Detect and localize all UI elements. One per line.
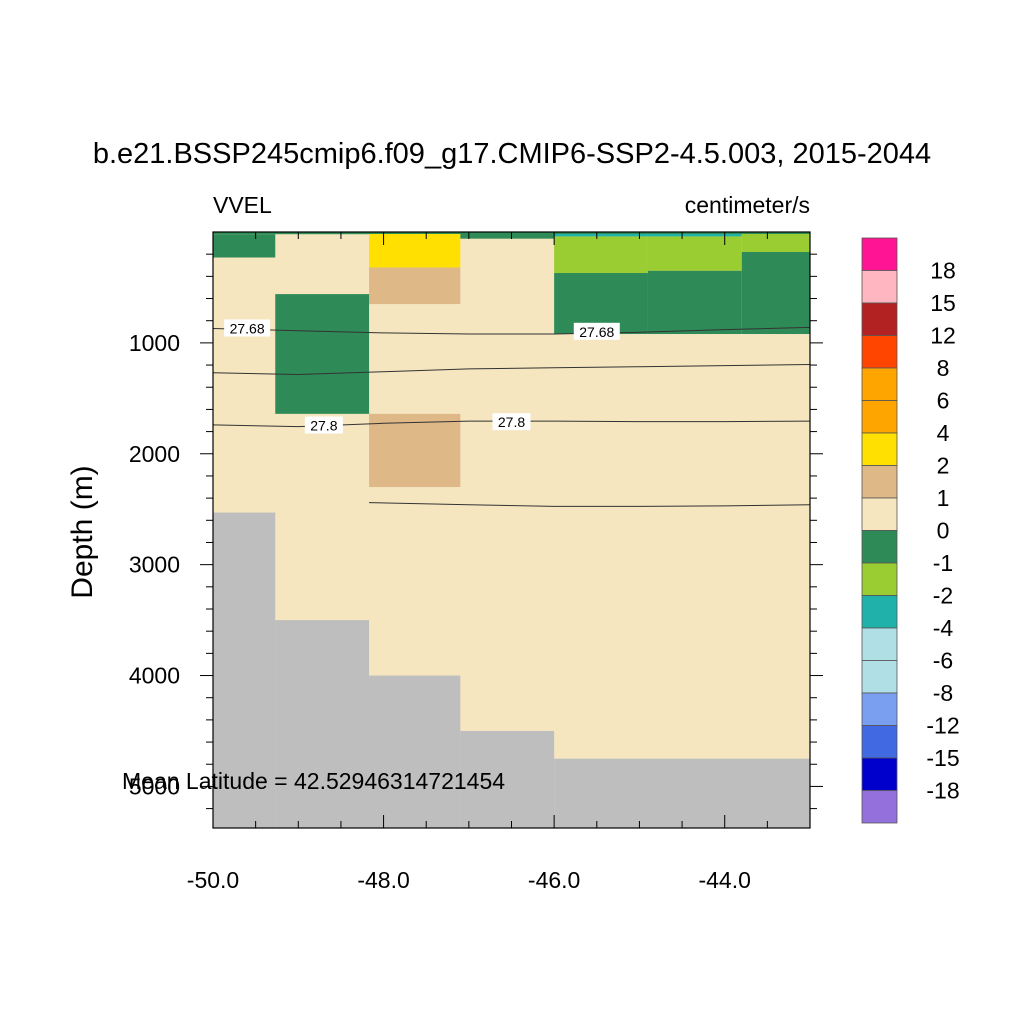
x-tick-label: -44.0 — [698, 867, 750, 893]
colorbar-swatch — [861, 432, 898, 466]
colorbar-swatch — [861, 497, 898, 531]
colorbar-label: 4 — [937, 420, 950, 446]
colorbar-label: -1 — [933, 550, 953, 576]
colorbar-swatch — [861, 757, 898, 791]
chart-title: b.e21.BSSP245cmip6.f09_g17.CMIP6-SSP2-4.… — [93, 138, 931, 170]
colorbar-label: 6 — [937, 388, 950, 414]
contour-label-box — [492, 413, 531, 431]
colorbar-label: 18 — [930, 258, 956, 284]
colorbar-label: -8 — [933, 680, 953, 706]
x-tick-label: -48.0 — [357, 867, 409, 893]
colorbar-label: 0 — [937, 518, 950, 544]
x-tick-label: -50.0 — [187, 867, 239, 893]
contour-label-box — [304, 416, 343, 434]
land-mask — [369, 675, 461, 828]
contour-label-box — [224, 319, 271, 337]
colorbar-swatch — [861, 237, 898, 271]
velocity-cell — [647, 270, 742, 335]
land-mask — [275, 620, 370, 828]
colorbar-label: 12 — [930, 323, 956, 349]
y-tick-label: 4000 — [129, 663, 180, 689]
contour-label-box — [573, 322, 620, 340]
land-mask — [213, 512, 276, 828]
colorbar-label: -6 — [933, 648, 953, 674]
velocity-cell — [460, 232, 555, 239]
colorbar-swatch — [861, 270, 898, 304]
y-tick-label: 1000 — [129, 330, 180, 356]
velocity-cell — [741, 232, 810, 252]
colorbar-swatch — [861, 595, 898, 629]
variable-label: VVEL — [213, 192, 272, 218]
contour-label: 27.8 — [310, 417, 337, 433]
velocity-cell — [741, 251, 810, 335]
plot-area: 27.68 27.68 27.8 27.8 — [212, 231, 811, 829]
colorbar-label: -4 — [933, 615, 954, 641]
colorbar-label: -2 — [933, 583, 953, 609]
colorbar-swatch — [861, 465, 898, 499]
colorbar-swatch — [861, 725, 898, 759]
colorbar-swatch — [861, 367, 898, 401]
contour-label: 27.68 — [230, 320, 265, 336]
colorbar-swatch — [861, 627, 898, 661]
velocity-cell — [554, 232, 648, 237]
density-contour — [369, 502, 811, 507]
colorbar-swatch — [861, 790, 898, 824]
units-label: centimeter/s — [685, 192, 810, 218]
velocity-cell — [647, 232, 742, 237]
colorbar-swatch — [861, 562, 898, 596]
colorbar-label: 15 — [930, 290, 956, 316]
y-axis-label: Depth (m) — [66, 465, 99, 598]
contour-label: 27.8 — [498, 414, 525, 430]
x-axis: -50.0 -48.0 -46.0 -44.0 — [187, 232, 811, 893]
x-tick-label: -46.0 — [528, 867, 580, 893]
colorbar-label: -15 — [926, 745, 959, 771]
mean-latitude-annotation: Mean Latitude = 42.52946314721454 — [122, 768, 505, 794]
velocity-cell — [213, 234, 276, 258]
y-tick-label: 2000 — [129, 441, 180, 467]
velocity-cell — [647, 236, 742, 271]
y-tick-label: 3000 — [129, 552, 180, 578]
colorbar-swatch — [861, 660, 898, 694]
colorbar-label: -18 — [926, 778, 959, 804]
colorbar-swatch — [861, 530, 898, 564]
colorbar-swatch — [861, 302, 898, 336]
y-axis: 1000 2000 3000 4000 5000 — [129, 253, 823, 810]
colorbar-swatch — [861, 335, 898, 369]
velocity-cell — [554, 236, 648, 274]
colorbar-swatch — [861, 400, 898, 434]
y-tick-label: 5000 — [129, 773, 180, 799]
colorbar-label: -12 — [926, 713, 959, 739]
velocity-cell — [369, 413, 461, 488]
density-contour — [212, 326, 811, 335]
colorbar-legend: 18 15 12 8 6 4 2 1 0 -1 -2 -4 -6 -8 -12 -15 -18 — [861, 237, 960, 824]
colorbar-swatch — [861, 692, 898, 726]
colorbar-label: 2 — [937, 453, 950, 479]
colorbar-label: 8 — [937, 355, 950, 381]
velocity-cell — [369, 232, 461, 268]
contour-label: 27.68 — [579, 324, 614, 340]
land-mask — [554, 758, 810, 828]
velocity-cell — [369, 267, 461, 305]
velocity-cell — [275, 294, 370, 414]
density-contour — [212, 364, 811, 376]
land-mask — [460, 730, 555, 828]
colorbar-label: 1 — [937, 485, 950, 511]
